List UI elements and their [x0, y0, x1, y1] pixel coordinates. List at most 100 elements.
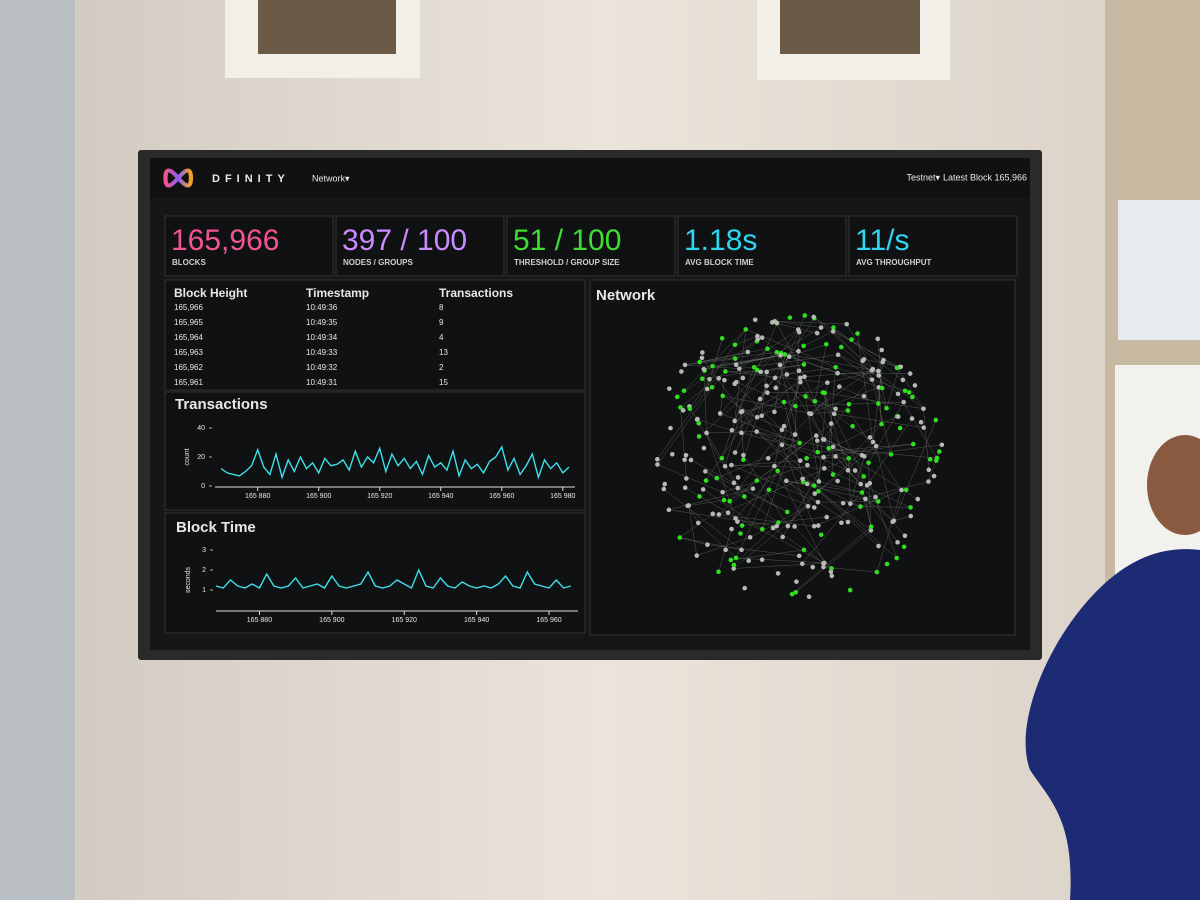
- node: [912, 383, 918, 388]
- node: [739, 523, 745, 528]
- node: [772, 375, 778, 381]
- edge: [795, 530, 872, 593]
- node: [796, 553, 802, 559]
- table-cell: 4: [439, 333, 444, 342]
- node: [655, 457, 660, 462]
- node: [688, 457, 694, 463]
- node: [729, 526, 734, 532]
- y-tick-label: 20: [197, 454, 205, 461]
- node: [797, 458, 803, 463]
- y-axis-label: count: [184, 448, 191, 465]
- edge: [736, 557, 825, 564]
- node: [796, 348, 801, 354]
- node: [846, 401, 852, 407]
- node: [727, 498, 732, 504]
- node: [778, 353, 783, 358]
- node: [858, 504, 863, 509]
- node: [731, 566, 737, 571]
- node: [720, 489, 725, 495]
- x-tick-label: 165 940: [428, 493, 453, 500]
- node: [802, 374, 807, 380]
- network-title: Network: [596, 287, 656, 304]
- edge: [760, 371, 835, 415]
- edge: [789, 344, 827, 357]
- node: [661, 486, 667, 492]
- stat-label: THRESHOLD / GROUP SIZE: [514, 258, 620, 267]
- node: [764, 369, 770, 375]
- node: [793, 403, 798, 409]
- node: [729, 428, 735, 433]
- table-cell: 165,965: [174, 318, 203, 327]
- node: [873, 443, 879, 449]
- node: [901, 399, 906, 405]
- edge: [772, 322, 818, 334]
- edge: [846, 324, 874, 370]
- edge: [743, 385, 767, 460]
- table-cell: 13: [439, 348, 448, 357]
- x-tick-label: 165 980: [550, 493, 575, 500]
- person: [1025, 549, 1200, 900]
- nav-network[interactable]: Network▾: [312, 173, 350, 183]
- node: [818, 532, 824, 538]
- node: [697, 359, 703, 365]
- node: [868, 524, 874, 529]
- node: [731, 562, 737, 568]
- edge: [833, 331, 900, 368]
- node: [816, 488, 821, 494]
- edge: [742, 516, 827, 526]
- edge: [731, 382, 828, 431]
- node: [732, 356, 738, 361]
- edge: [893, 419, 937, 521]
- y-tick-label: 1: [202, 587, 206, 594]
- node: [801, 547, 807, 553]
- node: [697, 494, 702, 499]
- node: [667, 386, 672, 391]
- person-head: [1147, 435, 1200, 535]
- node: [831, 325, 836, 330]
- node: [773, 385, 779, 391]
- node: [829, 566, 834, 571]
- node: [765, 390, 770, 395]
- edge: [756, 431, 819, 482]
- node: [701, 366, 707, 372]
- logo: [163, 168, 194, 188]
- edge: [857, 333, 874, 443]
- y-tick-label: 0: [201, 483, 205, 490]
- edge: [862, 360, 887, 409]
- node: [723, 369, 728, 374]
- window-left: [0, 0, 75, 900]
- edge: [833, 416, 898, 448]
- node: [759, 413, 764, 419]
- edge: [761, 377, 801, 416]
- edge: [705, 398, 761, 481]
- network-select[interactable]: Testnet▾: [906, 172, 940, 182]
- node: [825, 380, 830, 385]
- node: [755, 333, 760, 339]
- node: [909, 416, 915, 421]
- edge: [866, 418, 913, 486]
- edge: [833, 327, 904, 381]
- edge: [703, 355, 781, 370]
- edge: [756, 431, 815, 486]
- y-tick-label: 2: [202, 567, 206, 574]
- node: [828, 569, 834, 575]
- edge: [668, 488, 754, 511]
- x-tick-label: 165 880: [247, 617, 272, 624]
- node: [875, 336, 881, 342]
- table-cell: 8: [439, 303, 444, 312]
- node: [789, 591, 795, 597]
- edge: [781, 377, 801, 445]
- node: [861, 474, 866, 479]
- node: [709, 384, 715, 390]
- node: [870, 366, 876, 372]
- node: [805, 462, 810, 468]
- table-cell: 165,963: [174, 348, 203, 357]
- node: [816, 523, 821, 528]
- edge: [706, 432, 736, 519]
- node: [855, 331, 860, 336]
- node: [867, 435, 873, 440]
- table-cell: 15: [439, 378, 448, 387]
- edge: [824, 468, 911, 508]
- node: [699, 376, 705, 382]
- edge: [754, 327, 822, 368]
